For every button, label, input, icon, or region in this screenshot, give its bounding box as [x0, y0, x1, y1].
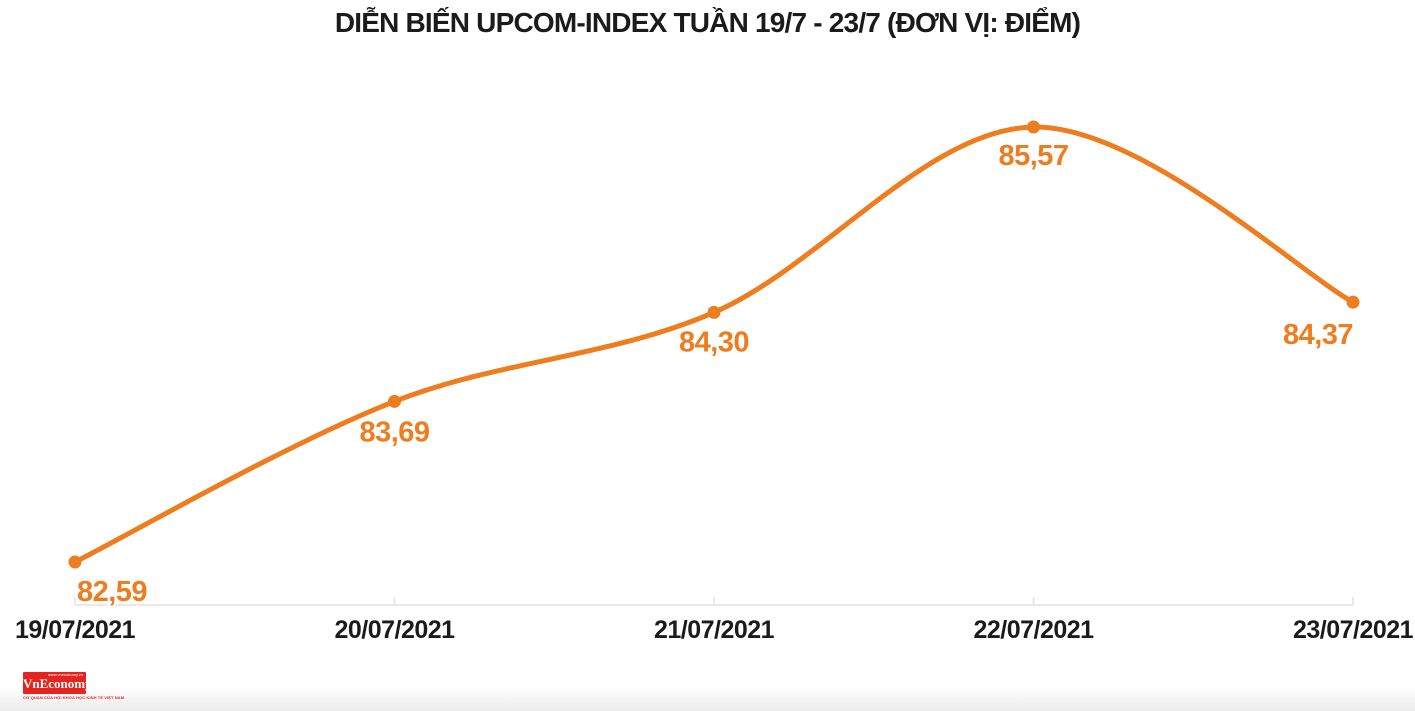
data-point-label: 84,37 — [1283, 319, 1353, 351]
logo-wordmark: VnEconomy — [23, 676, 92, 691]
logo-tagline-bottom: CƠ QUAN CỦA HỘI KHOA HỌC KINH TẾ VIỆT NA… — [23, 695, 125, 700]
x-axis-label: 20/07/2021 — [334, 616, 455, 644]
data-point-marker — [1346, 295, 1360, 309]
chart-title: DIỄN BIẾN UPCOM-INDEX TUẦN 19/7 - 23/7 (… — [334, 7, 1081, 38]
data-point-label: 84,30 — [679, 326, 749, 358]
vneconomy-logo: www.vneconomy.vn VnEconomy CƠ QUAN CỦA H… — [23, 672, 125, 700]
data-point-marker — [388, 394, 401, 408]
data-point-label: 85,57 — [998, 140, 1068, 172]
x-axis-label: 22/07/2021 — [973, 616, 1094, 644]
x-axis-label: 23/07/2021 — [1293, 616, 1414, 644]
data-point-marker — [1027, 120, 1040, 134]
data-point-marker — [68, 555, 82, 569]
data-point-label: 82,59 — [77, 576, 147, 608]
logo-tagline-top: www.vneconomy.vn — [47, 672, 83, 677]
vneconomy-logo-box: www.vneconomy.vn VnEconomy — [23, 672, 92, 694]
x-axis-label: 21/07/2021 — [654, 616, 775, 644]
x-axis-label: 19/07/2021 — [15, 616, 136, 644]
bottom-fade-strip — [0, 687, 1415, 711]
data-point-label: 83,69 — [359, 416, 429, 448]
data-point-marker — [707, 305, 721, 319]
